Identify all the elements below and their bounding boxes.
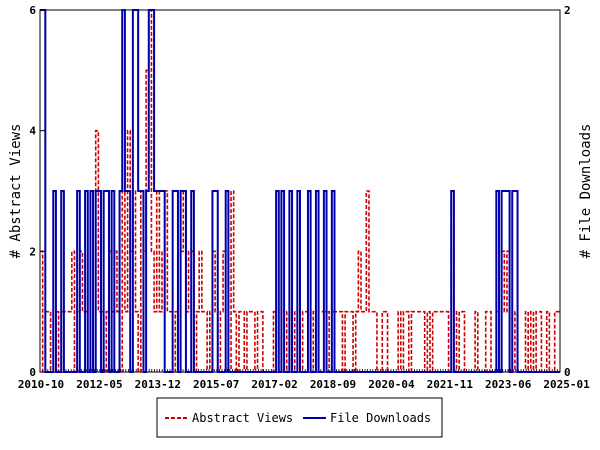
series-line-file-downloads [40, 9, 560, 373]
x-tick-label: 2021-11 [427, 378, 474, 391]
legend-box [156, 397, 443, 438]
right-tick-label: 0 [564, 366, 571, 379]
x-tick-label: 2010-10 [18, 378, 64, 391]
left-axis-title: # Abstract Views [8, 124, 24, 259]
right-tick-label: 2 [564, 4, 571, 17]
left-tick-label: 2 [29, 245, 36, 258]
x-tick-label: 2020-04 [368, 378, 415, 391]
left-tick-label: 6 [29, 4, 36, 17]
x-tick-label: 2018-09 [310, 378, 356, 391]
left-tick-labels: 0 2 4 6 [29, 4, 45, 379]
legend-label-file-downloads: File Downloads [330, 411, 431, 425]
right-tick-labels: 02 [555, 4, 571, 379]
x-tick-label: 2017-02 [251, 378, 297, 391]
legend: Abstract Views File Downloads [156, 397, 443, 438]
right-axis-title: # File Downloads [578, 124, 594, 259]
x-tick-label: 2025-01 [543, 378, 590, 391]
x-tick-label: 2023-06 [485, 378, 532, 391]
x-tick-label: 2012-05 [76, 378, 122, 391]
x-tick-label: 2015-07 [193, 378, 239, 391]
x-tick-label: 2013-12 [135, 378, 181, 391]
left-tick-label: 0 [29, 366, 36, 379]
x-tick-labels: 2010-10 2012-05 2013-12 2015-07 2017-02 2018-… [18, 378, 590, 391]
series-layer [40, 9, 560, 373]
left-tick-label: 4 [29, 125, 36, 138]
legend-label-abstract-views: Abstract Views [192, 411, 293, 425]
